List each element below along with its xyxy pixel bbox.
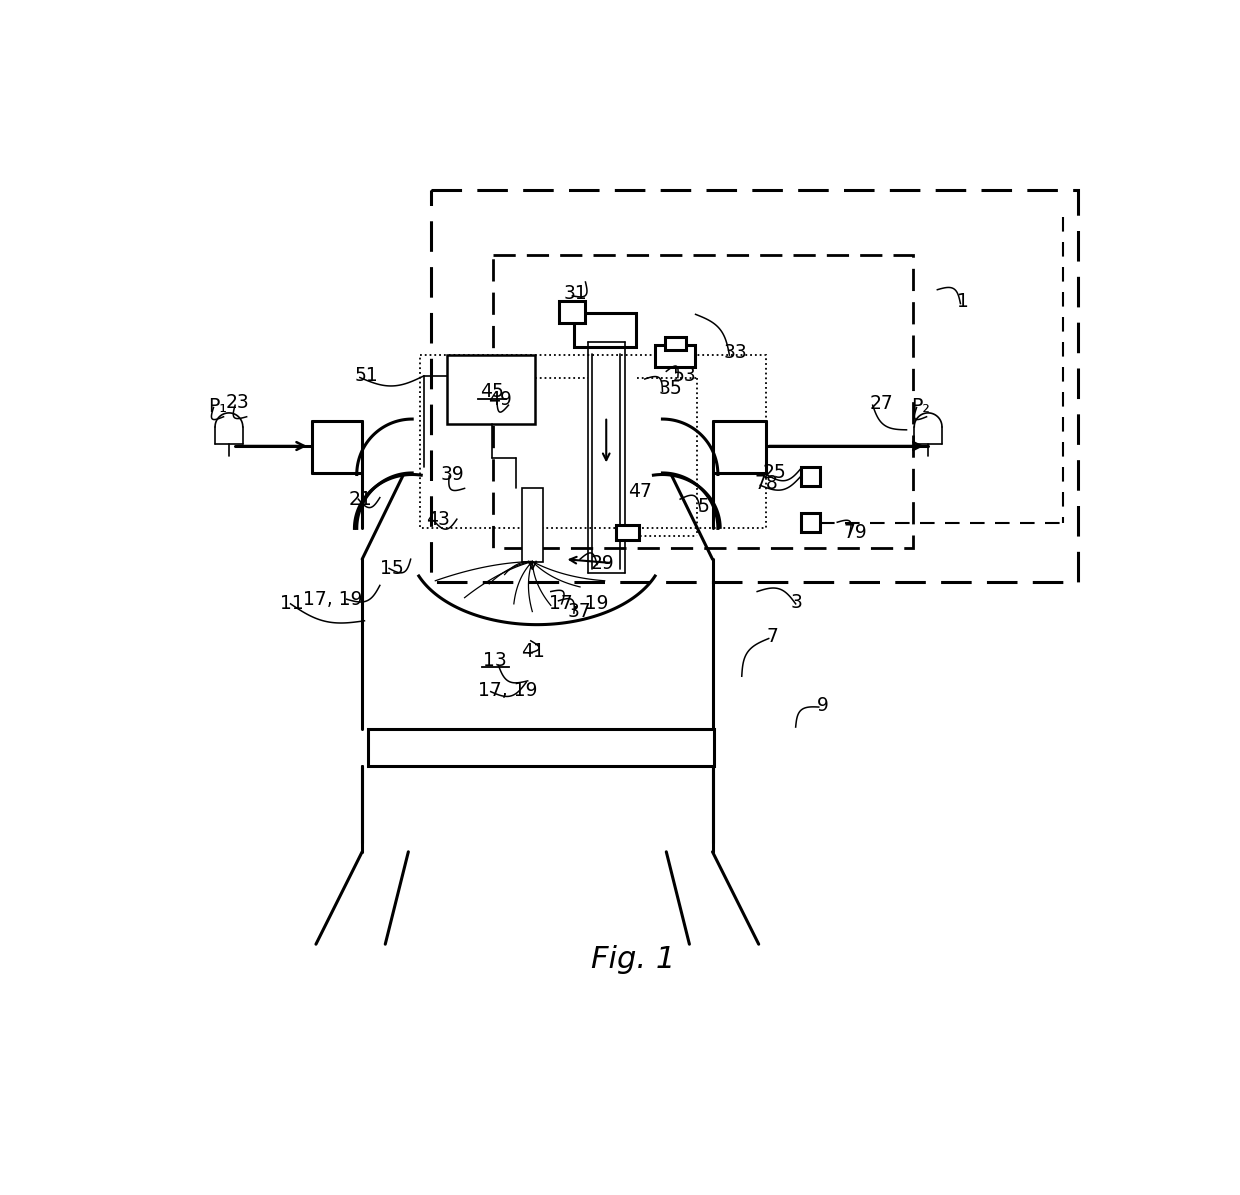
Text: 35: 35 (658, 379, 682, 398)
Text: 3: 3 (791, 593, 804, 612)
Text: 53: 53 (672, 367, 696, 386)
Text: 25: 25 (763, 464, 786, 483)
Bar (558, 301, 585, 323)
Bar (432, 190, 1079, 582)
Text: 1: 1 (957, 292, 970, 311)
Bar (655, 345, 694, 367)
Bar (616, 525, 640, 540)
Bar (574, 313, 635, 348)
Text: 39: 39 (440, 465, 465, 484)
Text: 27: 27 (869, 394, 893, 413)
Text: 49: 49 (487, 390, 512, 409)
Text: 5: 5 (697, 497, 709, 516)
Text: 51: 51 (355, 367, 378, 386)
Text: 43: 43 (427, 509, 450, 528)
Text: 13: 13 (482, 651, 506, 670)
Text: P₁: P₁ (208, 397, 227, 416)
Text: 41: 41 (522, 642, 546, 661)
Bar (367, 729, 714, 766)
Bar (494, 255, 913, 547)
Text: 78: 78 (755, 474, 779, 494)
Text: 31: 31 (563, 284, 587, 304)
Text: 23: 23 (226, 393, 249, 411)
Text: 33: 33 (724, 343, 748, 362)
Bar (665, 337, 686, 350)
Bar (522, 489, 543, 562)
Text: 7: 7 (766, 626, 779, 645)
Bar (446, 355, 536, 424)
Text: 11: 11 (280, 594, 304, 613)
Text: 45: 45 (480, 382, 503, 400)
Bar (420, 355, 766, 528)
Text: 9: 9 (816, 695, 828, 715)
Bar (801, 467, 821, 486)
Text: 17, 19: 17, 19 (549, 594, 609, 613)
Text: P₂: P₂ (911, 397, 930, 416)
Text: Fig. 1: Fig. 1 (591, 945, 676, 974)
Text: 15: 15 (379, 559, 403, 578)
Text: 17, 19: 17, 19 (477, 681, 537, 699)
Text: 79: 79 (843, 522, 867, 541)
Text: 47: 47 (627, 482, 652, 501)
Text: 17, 19: 17, 19 (303, 590, 362, 608)
Bar (801, 513, 821, 532)
Text: 37: 37 (568, 602, 591, 621)
Text: 29: 29 (590, 554, 615, 574)
Text: 21: 21 (350, 490, 373, 509)
